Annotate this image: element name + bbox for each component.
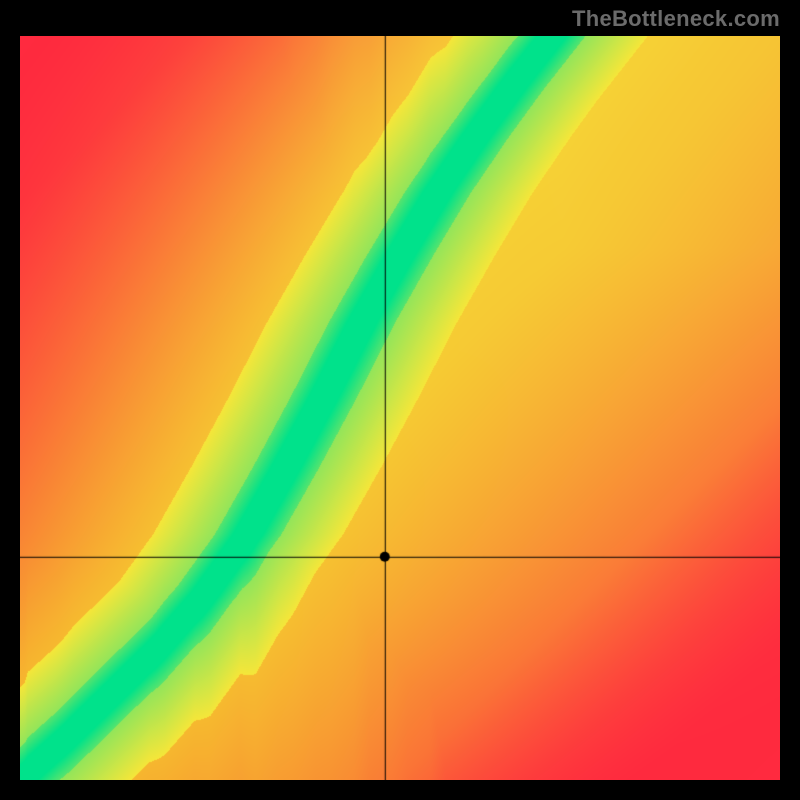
heatmap-canvas [20,36,780,780]
chart-container: TheBottleneck.com [0,0,800,800]
plot-area [20,36,780,780]
watermark-text: TheBottleneck.com [572,6,780,32]
